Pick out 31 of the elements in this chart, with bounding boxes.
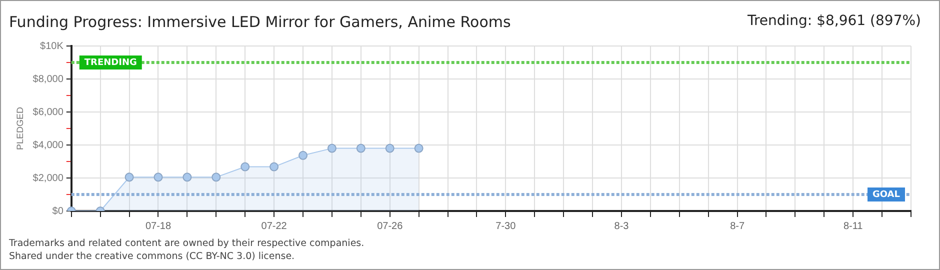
point xyxy=(385,144,394,153)
point xyxy=(270,162,279,172)
y-tick-label: $6,000 xyxy=(32,106,64,118)
y-tick-label: $8,000 xyxy=(32,74,64,85)
text: Shared under the creative commons (CC BY-NC 3.0) license. xyxy=(9,251,295,262)
point xyxy=(124,172,134,182)
chart-subtitle: Trending: $8,961 (897%) xyxy=(747,13,921,29)
x-tick-label: 8-3 xyxy=(614,220,630,232)
point xyxy=(298,150,308,160)
point xyxy=(240,162,250,172)
point xyxy=(356,144,366,153)
x-tick-label: 07-22 xyxy=(261,220,288,232)
point xyxy=(212,172,221,182)
x-tick-label: 07-18 xyxy=(145,220,172,232)
chart-title: Funding Progress: Immersive LED Mirror for Gamers, Anime Rooms xyxy=(9,13,511,31)
ref-line-label: GOAL xyxy=(872,190,900,200)
point xyxy=(182,172,192,182)
ref-line-label: TRENDING xyxy=(84,58,137,68)
x-tick-label: 7-30 xyxy=(496,220,516,232)
x-tick-label: 8-11 xyxy=(843,220,864,232)
x-tick-label: 8-7 xyxy=(730,220,745,232)
y-tick-label: $0 xyxy=(52,206,64,217)
x-tick-label: 07-26 xyxy=(377,220,404,232)
y-tick-label: $10K xyxy=(40,40,64,52)
point xyxy=(327,144,336,153)
text: Trademarks and related content are owned by their respective companies. xyxy=(9,238,364,249)
y-axis-title: PLEDGED xyxy=(14,106,25,150)
point xyxy=(154,172,163,182)
y-tick-label: $2,000 xyxy=(32,172,64,184)
y-tick-label: $4,000 xyxy=(32,140,64,151)
point xyxy=(414,144,424,153)
